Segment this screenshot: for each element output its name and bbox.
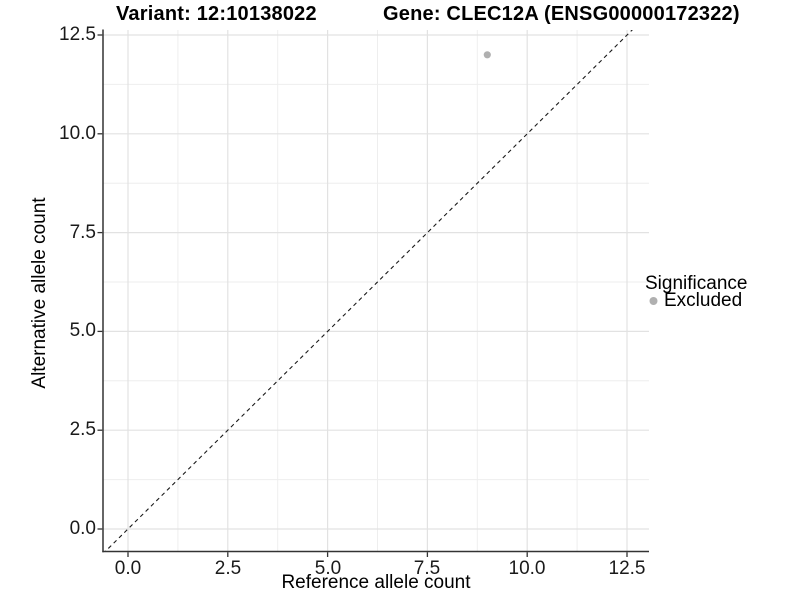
- y-tick-label-1: 2.5: [69, 419, 96, 440]
- legend-entry-label-excluded: Excluded: [664, 290, 743, 311]
- y-tick-label-4: 10.0: [59, 123, 96, 144]
- x-tick-label-3: 7.5: [413, 558, 441, 579]
- gridlines-minor: [103, 30, 649, 552]
- gridlines-major: [103, 30, 649, 552]
- axis-lines: [102, 29, 649, 553]
- plot-title-variant: Variant: 12:10138022: [116, 3, 317, 25]
- y-tick-label-0: 0.0: [69, 518, 96, 539]
- y-tick-label-2: 5.0: [69, 320, 96, 341]
- data-point-excluded: [483, 51, 491, 59]
- y-tick-label-3: 7.5: [69, 222, 96, 243]
- x-tick-label-1: 2.5: [214, 558, 242, 579]
- x-tick-label-0: 0.0: [114, 558, 142, 579]
- y-axis-title: Alternative allele count: [29, 197, 50, 389]
- legend-title: Significance: [645, 273, 748, 294]
- identity-reference-line: [104, 30, 633, 552]
- axis-tick-marks: [97, 34, 628, 557]
- x-tick-label-2: 5.0: [314, 558, 342, 579]
- x-tick-label-5: 12.5: [608, 558, 646, 579]
- y-tick-label-5: 12.5: [59, 24, 96, 45]
- legend-key-dot-excluded: [649, 297, 658, 305]
- x-tick-label-4: 10.0: [508, 558, 546, 579]
- plot-title-gene: Gene: CLEC12A (ENSG00000172322): [383, 3, 740, 25]
- x-axis-title: Reference allele count: [281, 572, 471, 593]
